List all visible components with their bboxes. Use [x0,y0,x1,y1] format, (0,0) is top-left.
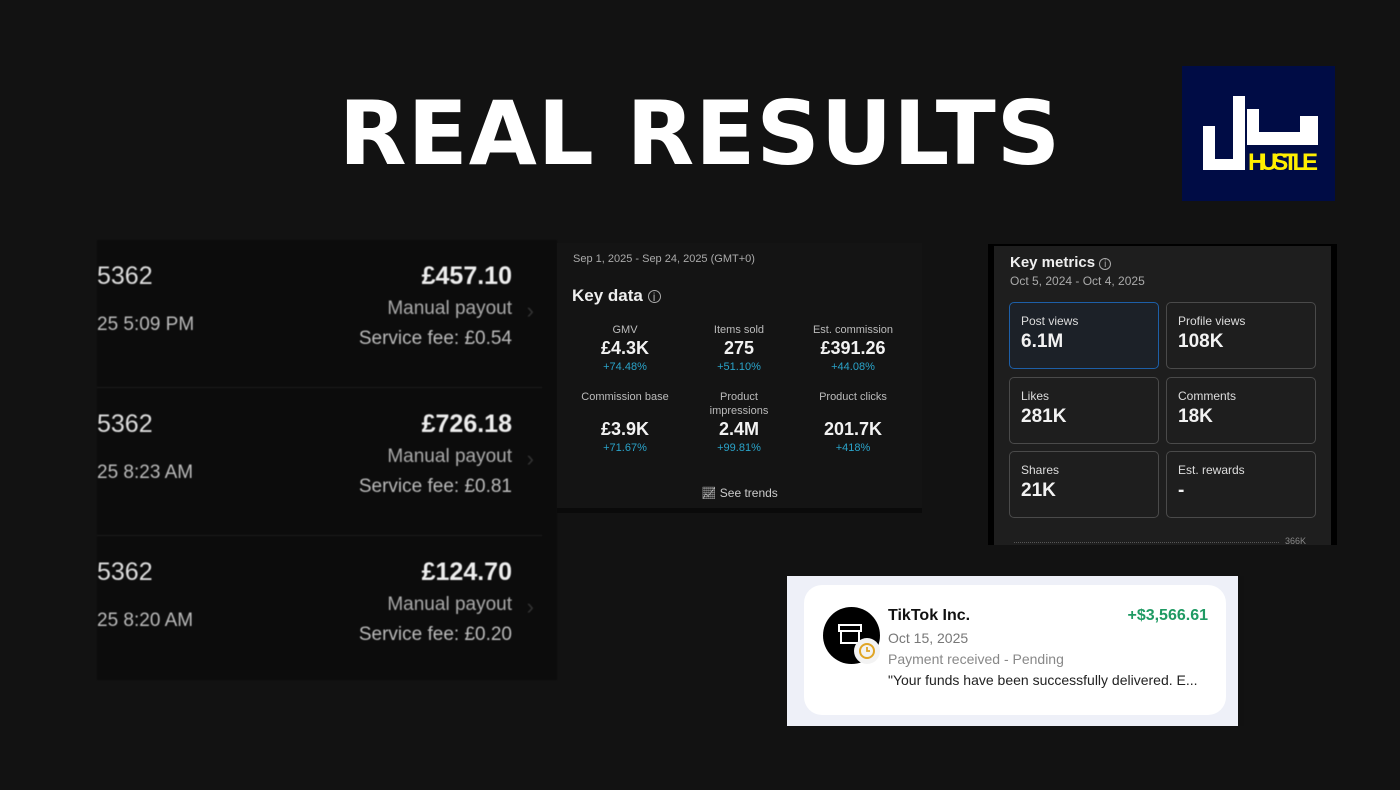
chart-gridline [1014,542,1279,543]
metric-delta: +44.08% [831,361,875,373]
payment-status: Payment received - Pending [888,651,1064,667]
metric-delta: +418% [835,442,871,454]
metric-product-clicks: Product clicks 201.7K +418% [793,390,913,454]
page-title: REAL RESULTS [338,82,1062,185]
payer-name: TikTok Inc. [888,607,971,624]
metric-label: Product clicks [819,391,887,403]
payout-account: 5362 [97,558,153,586]
payout-type: Manual payout [387,594,512,615]
payout-amount: £457.10 [421,262,512,290]
date-range: Oct 5, 2024 - Oct 4, 2025 [1010,274,1145,288]
metric-value: £391.26 [820,338,886,358]
payment-message: "Your funds have been successfully deliv… [888,672,1198,688]
metric-card-est-rewards[interactable]: Est. rewards - [1166,451,1316,518]
metric-commission-base: Commission base £3.9K +71.67% [565,390,685,454]
card-label: Est. rewards [1178,463,1245,477]
card-label: Likes [1021,389,1050,403]
trend-chart-icon: 📈︎ [701,486,717,500]
metric-est-commission: Est. commission £391.26 +44.08% [793,323,913,373]
card-label: Shares [1021,463,1060,477]
metric-card-likes[interactable]: Likes 281K [1009,377,1159,444]
chevron-right-icon: › [526,298,534,323]
card-label: Profile views [1178,314,1246,328]
metric-label: GMV [612,324,638,336]
metric-value: £4.3K [600,338,650,358]
payout-type: Manual payout [387,446,512,467]
payout-datetime: 25 8:23 AM [97,462,194,483]
card-value: 18K [1178,406,1213,427]
metric-value: £3.9K [600,419,650,439]
key-data-panel: Sep 1, 2025 - Sep 24, 2025 (GMT+0) Key d… [557,243,922,513]
metric-delta: +99.81% [717,442,761,454]
store-avatar [823,607,880,664]
metric-value: 2.4M [718,419,760,439]
logo-text: HUSTLE [1248,149,1318,176]
metric-gmv: GMV £4.3K +74.48% [565,323,685,373]
card-label: Post views [1021,314,1079,328]
info-icon[interactable]: i [1099,258,1112,270]
hustle-logo: HUSTLE [1182,66,1335,201]
payout-row[interactable]: 5362 25 8:20 AM £124.70 Manual payout Se… [97,536,542,684]
key-data-title-text: Key data [572,286,643,305]
card-value: 108K [1178,331,1224,352]
metric-card-comments[interactable]: Comments 18K [1166,377,1316,444]
transaction-card[interactable]: TikTok Inc. +$3,566.61 Oct 15, 2025 Paym… [804,585,1226,715]
metric-label: Est. commission [812,324,894,336]
metric-label: Commission base [581,391,669,403]
logo-mark-icon: HUSTLE [1203,96,1318,176]
payout-fee: Service fee: £0.20 [358,624,512,645]
payout-list: 5362 25 5:09 PM £457.10 Manual payout Se… [97,240,557,680]
payout-account: 5362 [97,262,153,290]
key-data-title: Key data i [572,286,661,306]
card-label: Comments [1178,389,1237,403]
payment-notification: TikTok Inc. +$3,566.61 Oct 15, 2025 Paym… [787,576,1244,726]
chevron-right-icon: › [526,446,534,471]
metric-delta: +71.67% [603,442,647,454]
date-range: Sep 1, 2025 - Sep 24, 2025 (GMT+0) [573,253,755,265]
key-metrics-panel: Key metrics i Oct 5, 2024 - Oct 4, 2025 … [988,244,1337,546]
payout-fee: Service fee: £0.54 [358,328,512,349]
card-value: 6.1M [1021,331,1064,352]
metric-product-impressions: Product impressions 2.4M +99.81% [679,390,799,454]
card-value: 281K [1021,406,1067,427]
chevron-right-icon: › [526,594,534,619]
payout-row[interactable]: 5362 25 5:09 PM £457.10 Manual payout Se… [97,240,542,388]
pending-clock-icon [854,638,880,664]
metric-value: 275 [723,338,755,358]
payout-type: Manual payout [387,298,512,319]
see-trends-label: See trends [719,486,778,500]
storefront-icon [838,624,862,644]
key-metrics-title-text: Key metrics [1010,254,1096,271]
card-value: - [1178,480,1185,501]
payout-amount: £124.70 [421,558,512,586]
metric-card-profile-views[interactable]: Profile views 108K [1166,302,1316,369]
metric-delta: +51.10% [717,361,761,373]
metric-card-post-views[interactable]: Post views 6.1M [1009,302,1159,369]
metric-value: 201.7K [823,419,883,439]
payout-row[interactable]: 5362 25 8:23 AM £726.18 Manual payout Se… [97,388,542,536]
metric-items-sold: Items sold 275 +51.10% [679,323,799,373]
see-trends-link[interactable]: 📈︎ See trends [557,486,922,500]
metric-label: Items sold [713,324,765,336]
chart-axis-label: 366K [1285,536,1307,546]
payout-amount: £726.18 [421,410,512,438]
payout-datetime: 25 5:09 PM [97,314,195,335]
metric-label: Product impressions [709,391,769,417]
metric-card-shares[interactable]: Shares 21K [1009,451,1159,518]
payout-fee: Service fee: £0.81 [358,476,512,497]
card-value: 21K [1021,480,1056,501]
payment-date: Oct 15, 2025 [888,630,969,646]
payout-datetime: 25 8:20 AM [97,610,194,631]
metric-delta: +74.48% [603,361,647,373]
key-metrics-title: Key metrics i [1010,254,1112,271]
payout-account: 5362 [97,410,153,438]
payment-amount: +$3,566.61 [1127,607,1208,624]
info-icon[interactable]: i [647,290,661,303]
